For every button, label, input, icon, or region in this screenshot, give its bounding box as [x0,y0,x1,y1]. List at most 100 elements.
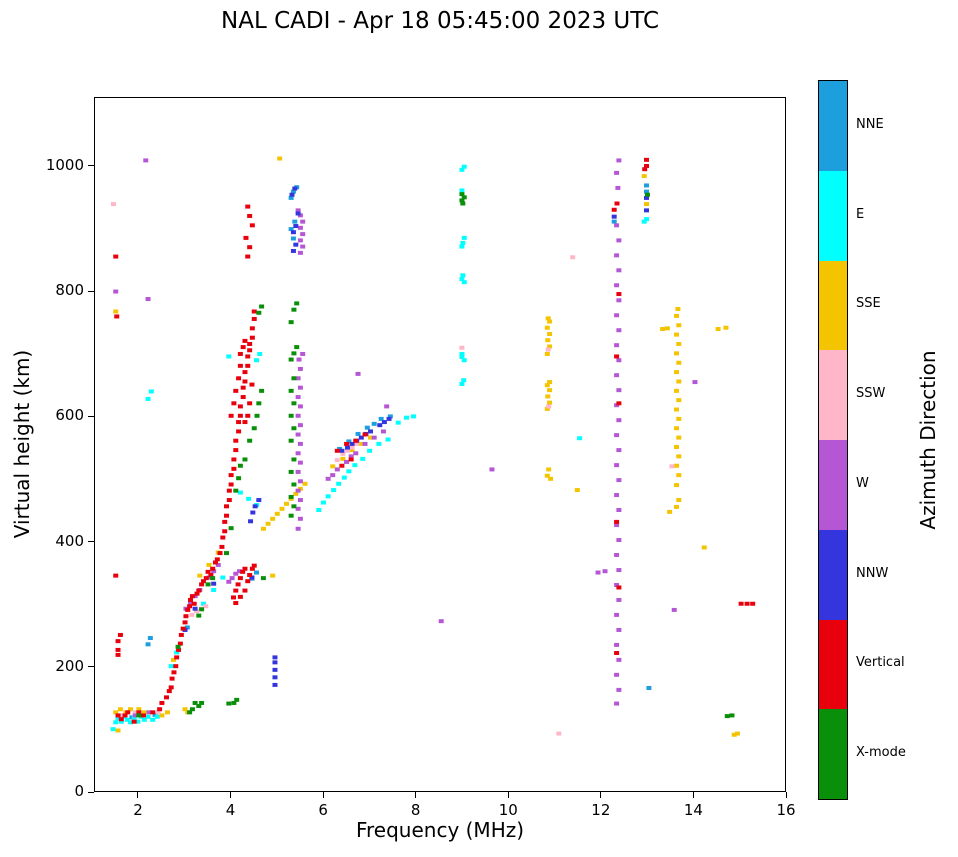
echo-point [228,482,234,487]
echo-point [260,576,266,581]
echo-point [115,716,121,721]
echo-point [115,728,121,733]
echo-point [664,326,670,331]
echo-point [145,714,151,719]
echo-point [293,242,299,247]
echo-point [290,230,296,235]
echo-point [547,400,553,405]
echo-point [291,401,297,406]
echo-point [208,573,214,578]
echo-point [289,192,295,197]
echo-point [135,719,141,724]
echo-point [340,451,346,456]
echo-point [237,363,243,368]
echo-point [460,273,466,278]
echo-point [674,463,680,468]
echo-point [461,358,467,363]
echo-point [701,545,707,550]
echo-point [188,600,194,605]
echo-point [676,435,682,440]
echo-point [547,388,553,393]
echo-point [215,562,221,567]
echo-point [354,441,360,446]
echo-point [461,235,467,240]
echo-point [344,448,350,453]
echo-point [387,414,393,419]
echo-point [166,689,172,694]
echo-point [199,700,205,705]
echo-point [159,713,165,718]
echo-point [616,238,622,243]
echo-point [184,625,190,630]
echo-point [168,685,174,690]
x-tick-mark [137,792,139,798]
echo-point [295,413,301,418]
y-tick-mark [88,791,94,793]
echo-point [461,378,467,383]
echo-point [460,201,466,206]
colorbar-segment-x-mode [819,709,847,799]
echo-point [136,713,142,718]
echo-point [259,304,265,309]
x-tick-mark [230,792,232,798]
echo-point [132,710,138,715]
echo-point [344,445,350,450]
echo-point [344,441,350,446]
echo-point [132,713,138,718]
echo-point [191,601,197,606]
echo-point [122,713,128,718]
echo-point [358,435,364,440]
x-tick-label: 4 [225,801,236,819]
echo-point [616,538,622,543]
echo-point [297,498,303,503]
echo-point [189,612,195,617]
colorbar-segment-vertical [819,619,847,710]
echo-point [131,715,137,720]
echo-point [320,500,326,505]
echo-point [349,448,355,453]
echo-point [140,713,146,718]
echo-point [220,535,226,540]
echo-point [242,370,248,375]
x-tick-label: 10 [498,801,518,819]
echo-point [300,351,306,356]
echo-point [547,380,553,385]
echo-point [145,642,151,647]
echo-point [211,587,217,592]
colorbar-label: SSE [856,296,881,312]
echo-point [336,481,342,486]
echo-point [544,473,550,478]
echo-point [616,687,622,692]
colorbar-label: E [856,206,865,222]
echo-point [231,401,237,406]
echo-point [297,385,303,390]
echo-point [614,493,620,498]
echo-point [173,664,179,669]
scatter-canvas [110,156,756,737]
echo-point [237,594,243,599]
echo-point [642,167,648,172]
echo-point [211,569,217,574]
echo-point [381,420,387,425]
echo-point [544,325,550,330]
echo-point [251,426,257,431]
echo-point [368,435,373,440]
echo-point [614,253,620,258]
echo-point [113,309,119,314]
echo-point [192,700,198,705]
echo-point [189,707,195,712]
echo-point [353,451,359,456]
echo-point [616,401,622,406]
echo-point [546,404,552,409]
echo-point [570,255,576,260]
echo-point [124,717,130,722]
x-tick-label: 12 [591,801,611,819]
echo-point [644,164,649,168]
echo-point [674,351,680,356]
echo-point [164,695,169,700]
echo-point [715,327,721,332]
echo-point [611,207,617,212]
echo-point [245,413,251,418]
echo-point [226,488,232,493]
echo-point [114,314,120,319]
